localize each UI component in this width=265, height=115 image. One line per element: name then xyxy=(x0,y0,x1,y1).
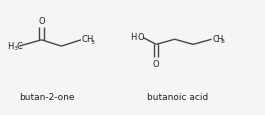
Text: C: C xyxy=(16,41,22,50)
Text: C: C xyxy=(212,34,218,43)
Text: O: O xyxy=(153,59,160,68)
Text: H: H xyxy=(216,34,223,43)
Text: O: O xyxy=(137,33,144,42)
Text: butan-2-one: butan-2-one xyxy=(19,92,74,101)
Text: C: C xyxy=(82,35,87,44)
Text: H: H xyxy=(86,35,92,44)
Text: butanoic acid: butanoic acid xyxy=(147,92,208,101)
Text: H: H xyxy=(130,33,136,42)
Text: 3: 3 xyxy=(14,45,18,50)
Text: 3: 3 xyxy=(220,39,224,44)
Text: H: H xyxy=(7,41,14,50)
Text: 3: 3 xyxy=(90,40,94,45)
Text: O: O xyxy=(38,17,45,26)
